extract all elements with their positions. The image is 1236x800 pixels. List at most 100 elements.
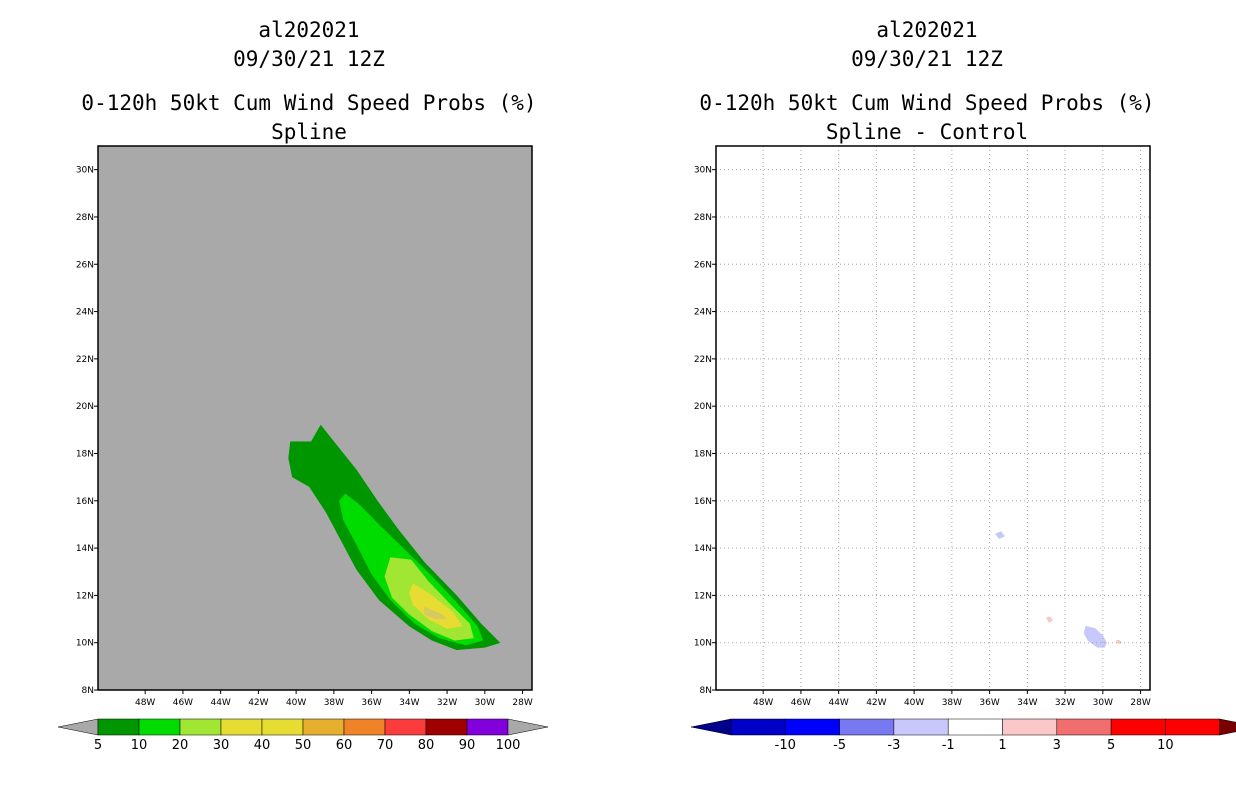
colorbar-label: 70 (377, 738, 394, 753)
x-tick-label: 44W (828, 698, 848, 708)
x-tick-label: 44W (210, 698, 230, 708)
colorbar-high-arrow (507, 718, 549, 736)
colorbar-cell (893, 718, 949, 736)
left-chart-panel: al202021 09/30/21 12Z 0-120h 50kt Cum Wi… (57, 18, 549, 753)
chart-title-storm-id: al202021 (876, 18, 978, 42)
y-tick-label: 14N (694, 544, 712, 554)
chart-title-product: 0-120h 50kt Cum Wind Speed Probs (%) (81, 91, 537, 115)
colorbar-label: 60 (336, 738, 353, 753)
plot-background (716, 146, 1150, 690)
contour-level-neg3-0 (994, 531, 1006, 539)
y-tick-label: 16N (76, 497, 94, 507)
colorbar-low-arrow (57, 718, 99, 736)
contour-level-50-5 (424, 606, 448, 620)
colorbar-cell (261, 718, 304, 736)
x-tick-label: 36W (361, 698, 381, 708)
chart-subtitle: Spline (271, 120, 347, 144)
colorbar-label: 10 (131, 738, 148, 753)
x-tick-label: 42W (866, 698, 886, 708)
x-tick-label: 42W (248, 698, 268, 708)
y-tick-label: 20N (694, 402, 712, 412)
x-tick-label: 34W (399, 698, 419, 708)
colorbar-label: 5 (94, 738, 102, 753)
x-tick-label: 38W (324, 698, 344, 708)
contour-level-3-2 (1045, 616, 1054, 623)
contour-level-neg3-1 (1083, 625, 1107, 648)
colorbar-cell (138, 718, 181, 736)
y-tick-label: 22N (694, 355, 712, 365)
colorbar-cell (1056, 718, 1112, 736)
x-tick-label: 30W (1093, 698, 1113, 708)
x-tick-label: 38W (942, 698, 962, 708)
x-tick-label: 34W (1017, 698, 1037, 708)
y-tick-label: 8N (82, 686, 94, 696)
y-tick-label: 18N (694, 449, 712, 459)
y-tick-label: 20N (76, 402, 94, 412)
x-tick-label: 40W (286, 698, 306, 708)
x-tick-label: 28W (512, 698, 532, 708)
colorbar-cell (947, 718, 1003, 736)
colorbar-cell (220, 718, 263, 736)
chart-title-date: 09/30/21 12Z (851, 47, 1003, 71)
y-tick-label: 24N (76, 308, 94, 318)
x-tick-label: 48W (753, 698, 773, 708)
y-tick-label: 24N (694, 308, 712, 318)
chart-subtitle: Spline - Control (825, 120, 1029, 144)
colorbar-label: 80 (418, 738, 435, 753)
x-tick-label: 46W (173, 698, 193, 708)
y-tick-label: 10N (76, 639, 94, 649)
y-tick-label: 30N (76, 166, 94, 176)
x-tick-label: 48W (135, 698, 155, 708)
x-tick-label: 30W (475, 698, 495, 708)
colorbar-label: 30 (213, 738, 230, 753)
colorbar-cell (1165, 718, 1220, 736)
x-tick-label: 28W (1130, 698, 1150, 708)
chart-title-date: 09/30/21 12Z (233, 47, 385, 71)
colorbar-label: 100 (496, 738, 521, 753)
colorbar-label: 5 (1107, 738, 1115, 753)
plot-frame (97, 145, 533, 691)
colorbar-label: 1 (998, 738, 1006, 753)
colorbar-label: -10 (775, 738, 796, 753)
colorbar-high-arrow (1219, 718, 1236, 736)
right-chart-panel: al202021 09/30/21 12Z 0-120h 50kt Cum Wi… (618, 0, 1236, 800)
y-tick-label: 28N (694, 213, 712, 223)
chart-title-storm-id: al202021 (258, 18, 360, 42)
colorbar-label: -3 (887, 738, 900, 753)
colorbar-label: -1 (942, 738, 955, 753)
colorbar-cell (97, 718, 140, 736)
colorbar-label: 40 (254, 738, 271, 753)
y-tick-label: 26N (694, 260, 712, 270)
colorbar-low-arrow (690, 718, 732, 736)
y-tick-label: 14N (76, 544, 94, 554)
probability-map-chart: 48W 46W 44W 42W 40W 38W 36W 34W 32W 30W 28W 8N 10N 12… (57, 145, 549, 753)
contour-level-40-4 (416, 587, 455, 622)
plot-frame (715, 145, 1151, 691)
x-tick-label: 32W (1055, 698, 1075, 708)
y-tick-label: 16N (694, 497, 712, 507)
colorbar-cell (730, 718, 786, 736)
colorbar-cell (1110, 718, 1166, 736)
colorbar-label: 10 (1157, 738, 1174, 753)
x-tick-label: 36W (979, 698, 999, 708)
colorbar-cell (839, 718, 895, 736)
colorbar-cell (179, 718, 222, 736)
colorbar-label: 20 (172, 738, 189, 753)
y-tick-label: 26N (76, 260, 94, 270)
y-tick-label: 28N (76, 213, 94, 223)
colorbar-cell (785, 718, 840, 736)
colorbar-cell (466, 718, 509, 736)
y-tick-label: 22N (76, 355, 94, 365)
colorbar-cell (425, 718, 468, 736)
x-tick-label: 46W (791, 698, 811, 708)
colorbar-label: -5 (833, 738, 846, 753)
colorbar-label: 90 (459, 738, 476, 753)
chart-title-product: 0-120h 50kt Cum Wind Speed Probs (%) (699, 91, 1155, 115)
y-tick-label: 10N (694, 639, 712, 649)
colorbar-cell (384, 718, 427, 736)
colorbar-label: 50 (295, 738, 312, 753)
y-tick-label: 8N (700, 686, 712, 696)
y-tick-label: 18N (76, 449, 94, 459)
y-tick-label: 12N (694, 591, 712, 601)
difference-map-chart: 48W 46W 44W 42W 40W 38W 36W 34W 32W 30W 28W8N10N12… (690, 145, 1236, 753)
